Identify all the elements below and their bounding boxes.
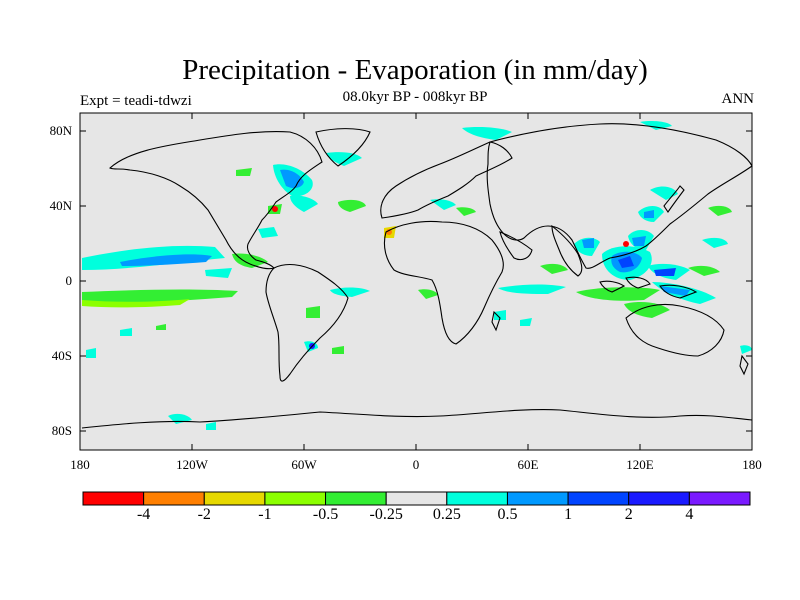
colorbar-label: 1 <box>564 506 573 523</box>
colorbar-box <box>688 491 751 506</box>
lon-label-120e: 120E <box>626 457 654 472</box>
precip-fields <box>82 121 752 430</box>
colorbar-box <box>385 491 448 506</box>
colorbar-label: -0.5 <box>312 506 339 523</box>
colorbar-label: -1 <box>258 506 272 523</box>
experiment-label: Expt = teadi-tdwzi <box>80 93 192 109</box>
colorbar-box <box>264 491 327 506</box>
map-title: Precipitation - Evaporation (in mm/day) <box>182 54 648 86</box>
colorbar-label: 4 <box>685 506 694 523</box>
lon-label-60w: 60W <box>291 457 317 472</box>
colorbar <box>82 491 751 506</box>
colorbar-box <box>203 491 266 506</box>
lon-label-0: 0 <box>412 457 420 472</box>
colorbar-box <box>143 491 205 506</box>
colorbar-label: 2 <box>624 506 633 523</box>
colorbar-box <box>446 491 508 506</box>
coastlines <box>81 123 753 429</box>
colorbar-box <box>506 491 569 506</box>
map-subtitle: 08.0kyr BP - 008kyr BP <box>342 89 488 105</box>
colorbar-box <box>567 491 630 506</box>
colorbar-label: 0.25 <box>432 506 461 523</box>
axis-ticks <box>80 113 752 450</box>
colorbar-box <box>325 491 387 506</box>
colorbar-label: 0.5 <box>497 506 518 523</box>
lat-label-40s: 40S <box>51 348 72 363</box>
lat-label-80n: 80N <box>49 123 72 138</box>
lon-label-180e: 180 <box>742 457 762 472</box>
lon-label-180w: 180 <box>70 457 90 472</box>
colorbar-label: -2 <box>197 506 211 523</box>
lat-label-80s: 80S <box>51 423 72 438</box>
colorbar-label: -0.25 <box>369 506 403 523</box>
colorbar-box <box>628 491 690 506</box>
map-background <box>80 113 752 450</box>
lat-label-40n: 40N <box>49 198 72 213</box>
lon-label-60e: 60E <box>517 457 539 472</box>
season-label: ANN <box>721 91 755 107</box>
lon-label-120w: 120W <box>176 457 208 472</box>
lat-label-0: 0 <box>65 273 73 288</box>
colorbar-box <box>82 491 145 506</box>
colorbar-label: -4 <box>136 506 151 523</box>
